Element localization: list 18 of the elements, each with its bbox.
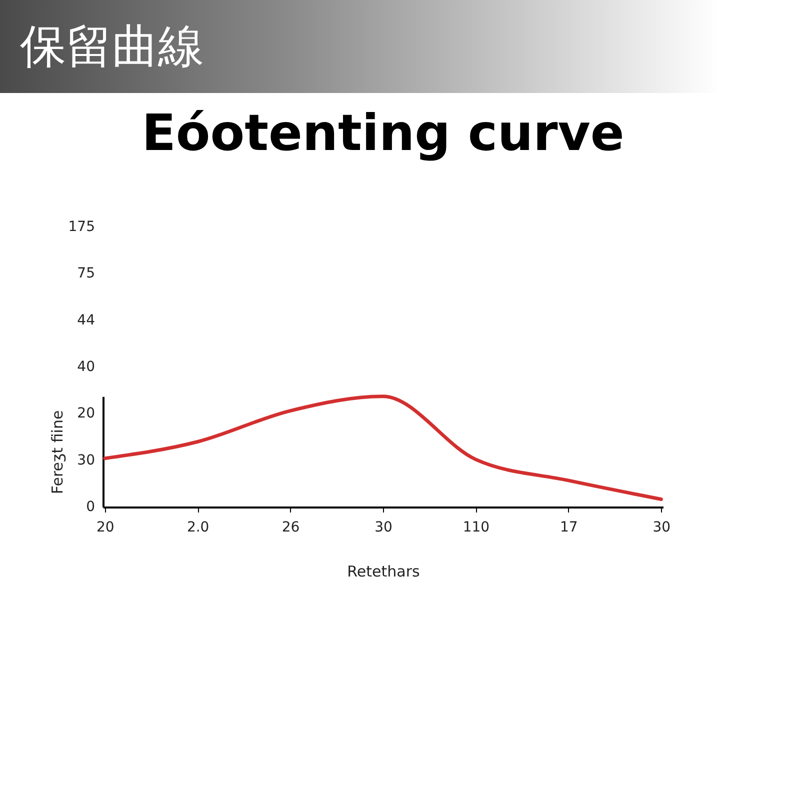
text: 175 bbox=[68, 219, 95, 235]
text: 40 bbox=[77, 359, 95, 375]
x-tick-label: 30 bbox=[652, 520, 671, 536]
text: 44 bbox=[77, 312, 96, 328]
x-tick-label: 30 bbox=[374, 520, 392, 536]
text: 75 bbox=[77, 266, 95, 282]
x-tick-label: 17 bbox=[560, 520, 578, 536]
x-tick-label: 26 bbox=[282, 520, 300, 536]
text: 30 bbox=[77, 452, 95, 468]
chart-title: 保留曲線 bbox=[0, 0, 720, 93]
x-axis-title: Retethars bbox=[347, 562, 420, 580]
y-axis-title: Fereʒt fiine bbox=[48, 410, 66, 494]
chart-subtitle: Eóotenting curve bbox=[142, 104, 624, 162]
x-tick-label: 110 bbox=[462, 520, 490, 536]
text: 0 bbox=[86, 499, 95, 515]
x-tick-label: 2.0 bbox=[186, 520, 210, 536]
text: 20 bbox=[77, 406, 95, 422]
x-tick-label: 20 bbox=[96, 520, 114, 536]
